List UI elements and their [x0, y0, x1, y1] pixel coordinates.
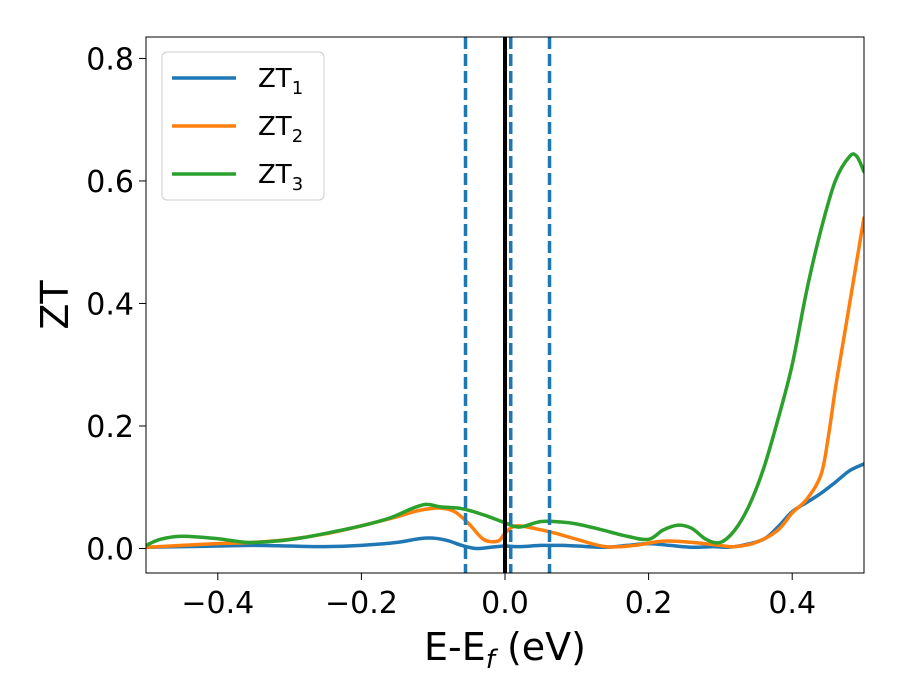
x-tick-label: 0.2: [625, 586, 673, 621]
legend-label-zt1: ZT1: [258, 64, 303, 99]
legend: ZT1 ZT2 ZT3: [161, 51, 325, 201]
y-tick-label: 0.0: [86, 532, 134, 567]
legend-box: [161, 51, 325, 201]
x-tick-label: −0.4: [181, 586, 254, 621]
legend-label-zt3: ZT3: [258, 160, 303, 195]
y-tick-label: 0.6: [86, 165, 134, 200]
legend-items: ZT1 ZT2 ZT3: [172, 64, 303, 195]
y-tick-label: 0.2: [86, 410, 134, 445]
x-axis-label: E-Ef (eV): [424, 625, 586, 675]
x-tick-label: 0.4: [768, 586, 816, 621]
y-tick-label: 0.8: [86, 42, 134, 77]
series-line-zt3: [146, 152, 864, 548]
y-axis-label: ZT: [33, 280, 77, 330]
x-axis-ticks: −0.4 −0.2 0.0 0.2 0.4: [181, 573, 816, 621]
x-tick-label: 0.0: [481, 586, 529, 621]
series-layer: [146, 152, 864, 551]
y-tick-label: 0.4: [86, 287, 134, 322]
legend-label-zt2: ZT2: [258, 112, 303, 147]
x-tick-label: −0.2: [325, 586, 398, 621]
plot-area: [145, 36, 865, 574]
y-axis-ticks: 0.0 0.2 0.4 0.6 0.8: [86, 42, 146, 567]
series-line-zt1: [146, 462, 864, 551]
vertical-reference-lines: [463, 37, 552, 573]
